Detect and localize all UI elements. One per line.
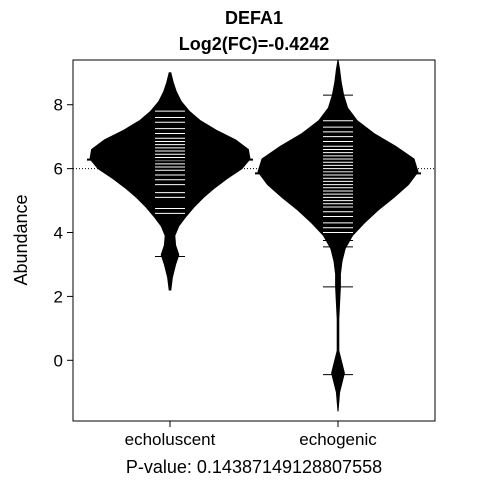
bean-density-echogenic (257, 59, 419, 412)
y-tick-label: 2 (54, 287, 63, 306)
y-tick-label: 4 (54, 224, 63, 243)
chart-subtitle: Log2(FC)=-0.4242 (179, 34, 330, 54)
x-axis-label: P-value: 0.14387149128807558 (126, 457, 382, 477)
y-tick-label: 0 (54, 351, 63, 370)
y-tick-label: 6 (54, 160, 63, 179)
x-tick-label: echoluscent (125, 430, 216, 449)
x-tick-label: echogenic (299, 430, 377, 449)
y-axis-label: Abundance (11, 194, 31, 285)
bean-echogenic (255, 59, 421, 412)
plot-frame (72, 59, 436, 422)
y-axis: 0 2 4 6 8 (54, 96, 73, 370)
y-tick-label: 8 (54, 96, 63, 115)
bean-density-echoluscent (89, 72, 251, 291)
bean-echoluscent (87, 72, 253, 291)
chart-title: DEFA1 (225, 8, 283, 28)
x-axis: echoluscent echogenic (125, 421, 377, 449)
plot-area (73, 59, 435, 412)
